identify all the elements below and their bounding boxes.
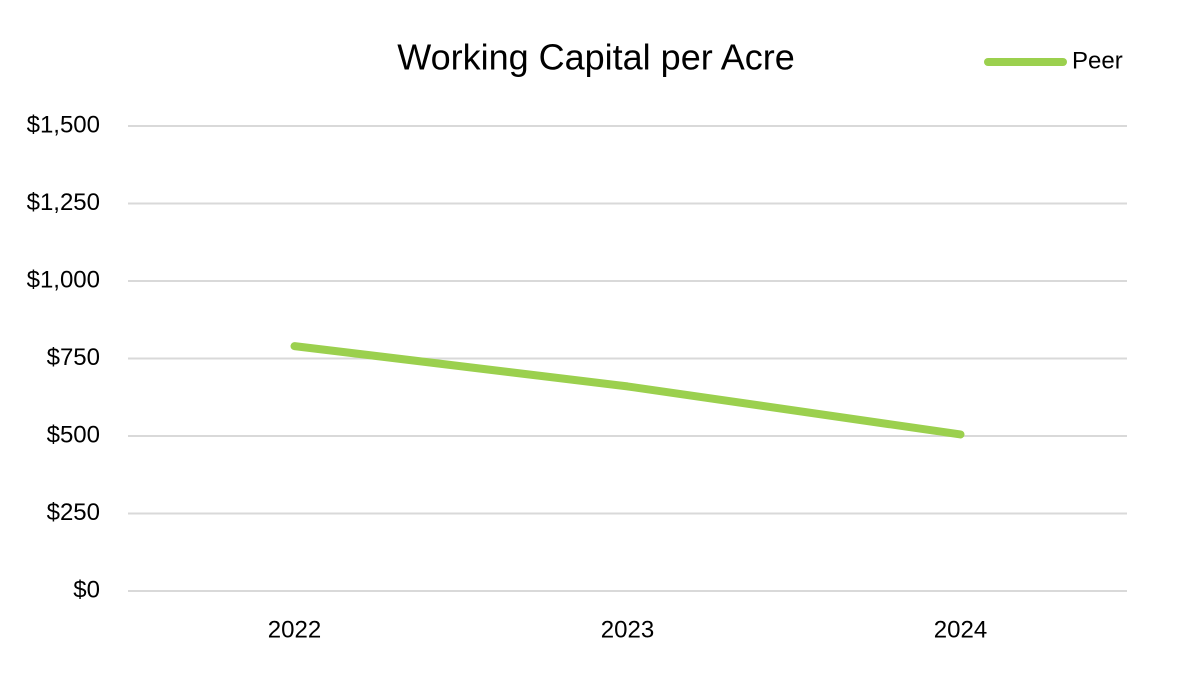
y-tick-label: $750 <box>47 344 100 371</box>
chart-title: Working Capital per Acre <box>397 37 795 78</box>
x-tick-label: 2023 <box>601 616 654 643</box>
y-tick-label: $1,500 <box>27 111 100 138</box>
y-tick-label: $500 <box>47 421 100 448</box>
x-tick-label: 2022 <box>268 616 321 643</box>
y-tick-label: $1,250 <box>27 189 100 216</box>
legend-label: Peer <box>1072 47 1123 74</box>
y-tick-label: $250 <box>47 499 100 526</box>
y-tick-label: $1,000 <box>27 266 100 293</box>
x-tick-label: 2024 <box>934 616 987 643</box>
y-tick-label: $0 <box>73 576 100 603</box>
series-line <box>290 342 965 439</box>
